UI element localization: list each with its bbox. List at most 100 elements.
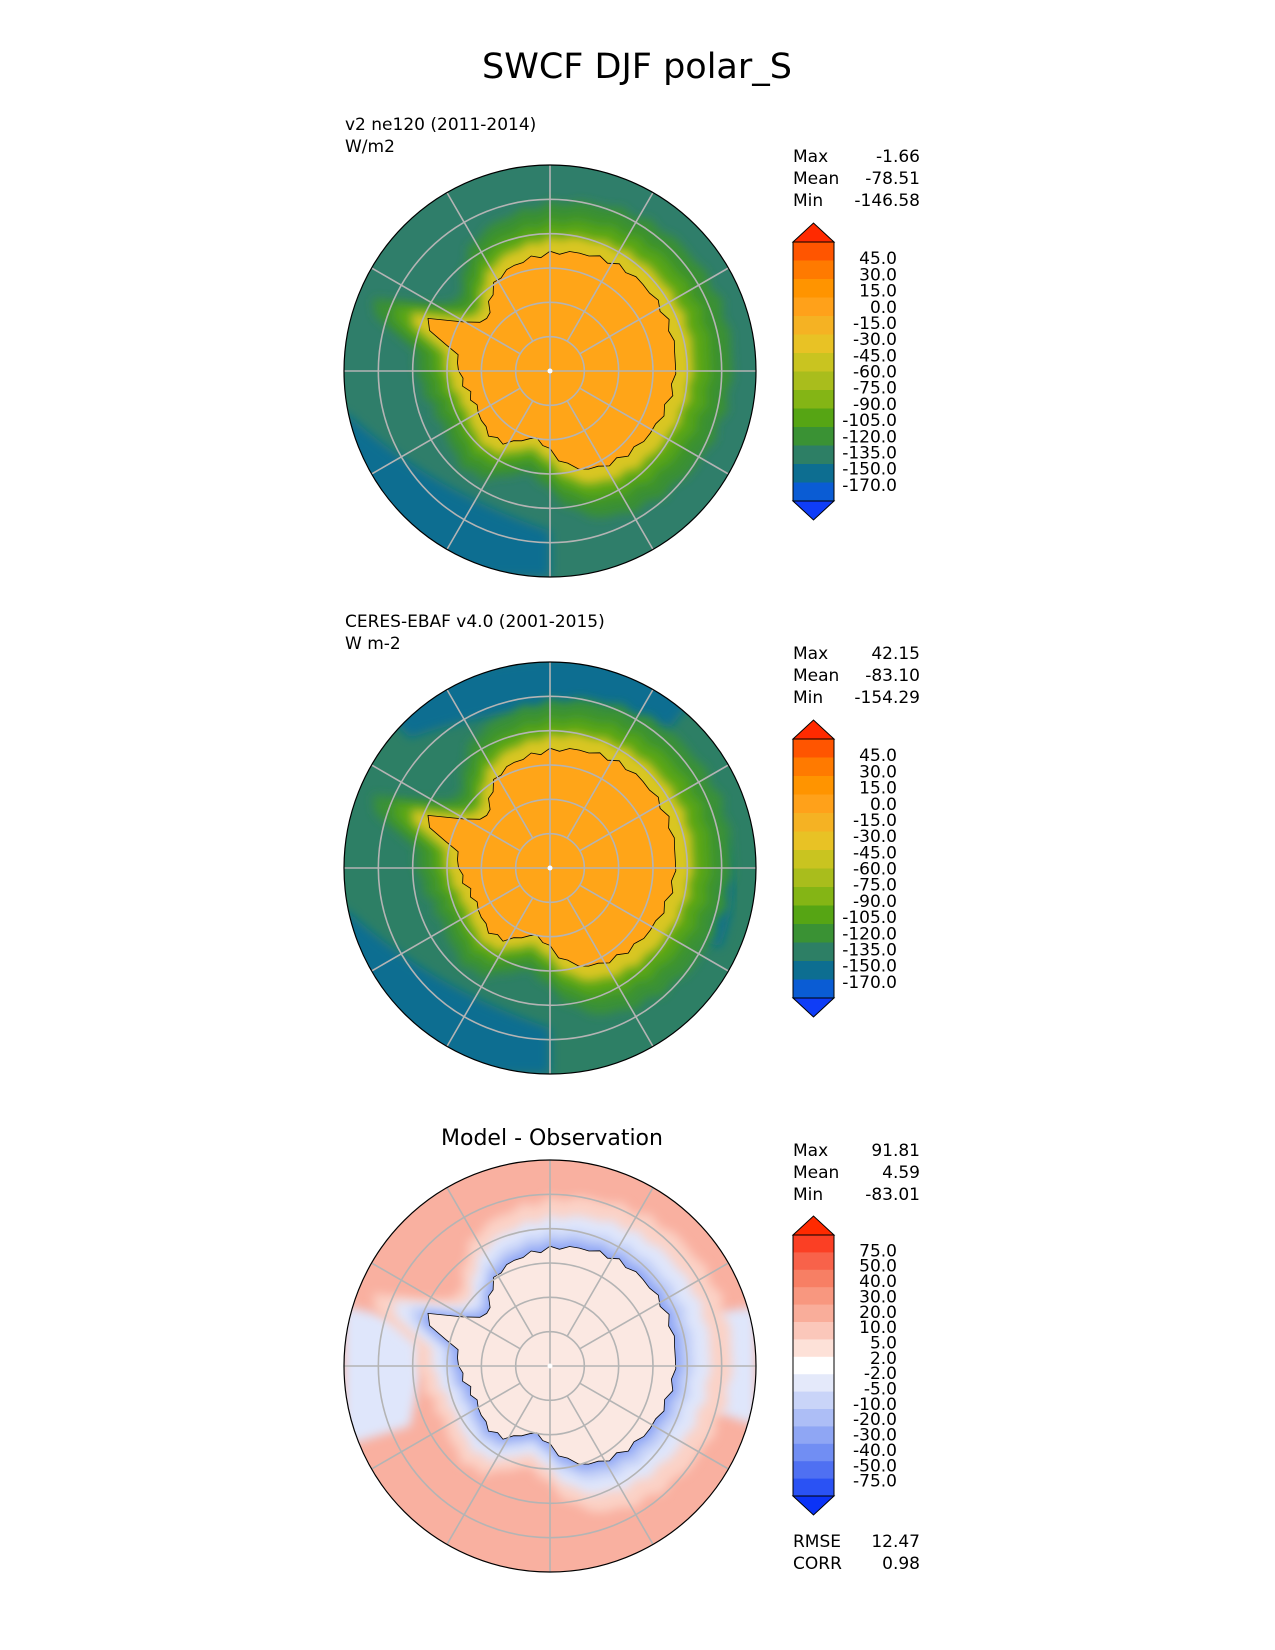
coastline <box>427 250 677 470</box>
colorbar-extend-top <box>791 1215 836 1236</box>
colorbar-extend-top <box>791 719 836 740</box>
map-field <box>344 165 756 577</box>
colorbar-tick-label: -15.0 <box>853 314 897 334</box>
stat-value: 91.81 <box>871 1141 920 1161</box>
colorbar-tick-label: 30.0 <box>859 762 897 782</box>
colorbar-frame <box>792 738 835 999</box>
meridian-line <box>579 1262 729 1350</box>
figure-title: SWCF DJF polar_S <box>482 47 792 87</box>
colorbar-frame <box>792 241 835 502</box>
diff-panel-title: Model - Observation <box>441 1126 663 1151</box>
colorbar-tick-label: -170.0 <box>842 973 897 993</box>
colorbar-tick-label: -60.0 <box>853 363 897 383</box>
stats-block: Max 91.81 Mean 4.59 Min -83.01 <box>793 1141 920 1205</box>
colorbar-swatch <box>793 1426 834 1445</box>
colorbar-swatch <box>793 1409 834 1427</box>
colorbar-swatch <box>793 831 834 851</box>
colorbar-tick-label: 20.0 <box>859 1303 897 1323</box>
colorbar-swatch <box>793 408 834 428</box>
colorbar-tick-label: -20.0 <box>853 1410 897 1430</box>
colorbar-tick-label: 15.0 <box>859 282 897 302</box>
colorbar: 75.050.040.030.020.010.05.02.0-2.0-5.0-1… <box>791 1215 897 1516</box>
colorbar-tick-label: -10.0 <box>853 1395 897 1415</box>
colorbar-tick-label: -120.0 <box>842 427 897 447</box>
colorbar-swatch <box>793 1252 834 1271</box>
antarctica-field <box>428 1246 676 1465</box>
colorbar-swatch <box>793 464 834 483</box>
colorbar-swatch <box>793 1269 834 1288</box>
colorbar-swatch <box>793 260 834 280</box>
meridian-line <box>579 764 729 852</box>
meridian-line <box>566 1395 654 1545</box>
coastline <box>427 1245 677 1465</box>
pole-marker <box>547 865 553 871</box>
meridian-line <box>566 400 654 550</box>
stat-name: Mean <box>793 666 839 686</box>
stat-value: -83.10 <box>865 666 920 686</box>
meridian-line <box>566 897 654 1047</box>
colorbar-swatch <box>793 371 834 391</box>
stat-value: -83.01 <box>865 1185 920 1205</box>
colorbar-frame <box>792 1234 835 1497</box>
colorbar-tick-label: -135.0 <box>842 443 897 463</box>
polar-map <box>343 1159 757 1573</box>
colorbar-swatch <box>793 1235 834 1253</box>
meridian-line <box>371 1382 521 1470</box>
stat-value: 42.15 <box>871 644 920 664</box>
colorbar-swatch <box>793 1443 834 1462</box>
meridian-line <box>566 1187 654 1337</box>
meridian-line <box>446 689 534 839</box>
metric-name: RMSE <box>793 1532 841 1552</box>
polar-map <box>343 661 757 1075</box>
panel-label-line1: v2 ne120 (2011-2014) <box>345 115 536 135</box>
colorbar-tick-label: -75.0 <box>853 876 897 896</box>
stats-block: Max -1.66 Mean -78.51 Min -146.58 <box>793 147 920 211</box>
colorbar-swatch <box>793 868 834 888</box>
stat-value: -78.51 <box>865 169 920 189</box>
colorbar-swatch <box>793 905 834 925</box>
blue-anomaly-region <box>344 1306 430 1446</box>
stat-value: -146.58 <box>854 191 920 211</box>
colorbar-swatch <box>793 445 834 465</box>
colorbar-tick-label: 0.0 <box>870 298 897 318</box>
colorbar-swatch <box>793 1339 834 1358</box>
colorbar-tick-label: 5.0 <box>870 1333 897 1353</box>
stat-value: 4.59 <box>882 1163 920 1183</box>
panel-test: v2 ne120 (2011-2014) W/m2 Max -1.66 Mean -7… <box>343 115 920 578</box>
colorbar-tick-label: -105.0 <box>842 411 897 431</box>
colorbar-swatch <box>793 961 834 980</box>
map-boundary <box>343 164 757 578</box>
colorbar-extend-bottom <box>791 500 836 521</box>
stat-name: Max <box>793 147 828 167</box>
colorbar-tick-label: -30.0 <box>853 1426 897 1446</box>
meridian-line <box>371 764 521 852</box>
colorbar-swatch <box>793 1374 834 1393</box>
colorbar-swatch <box>793 316 834 335</box>
colorbar-tick-label: 0.0 <box>870 795 897 815</box>
colorbar-tick-label: 30.0 <box>859 265 897 285</box>
stat-name: Max <box>793 644 828 664</box>
meridian-line <box>446 1395 534 1545</box>
colorbar-swatch <box>793 942 834 962</box>
stat-name: Min <box>793 1185 823 1205</box>
colorbar-tick-label: -30.0 <box>853 827 897 847</box>
colorbar: 45.030.015.00.0-15.0-30.0-45.0-60.0-75.0… <box>791 719 897 1018</box>
colorbar-tick-label: -45.0 <box>853 843 897 863</box>
colorbar-extend-bottom <box>791 1495 836 1516</box>
colorbar-swatch <box>793 242 834 261</box>
colorbar-tick-label: -120.0 <box>842 924 897 944</box>
antarctica-field <box>428 251 676 470</box>
meridian-line <box>579 267 729 355</box>
colorbar-swatch <box>793 1356 834 1375</box>
map-boundary <box>343 1159 757 1573</box>
colorbar-swatch <box>793 1461 834 1480</box>
colorbar-tick-label: 45.0 <box>859 249 897 269</box>
colorbar-tick-label: 50.0 <box>859 1257 897 1277</box>
colorbar-extend-top <box>791 222 836 243</box>
colorbar-swatch <box>793 1304 834 1323</box>
colorbar-tick-label: -45.0 <box>853 346 897 366</box>
colorbar-swatch <box>793 297 834 317</box>
meridian-line <box>446 400 534 550</box>
colorbar-swatch <box>793 353 834 372</box>
colorbar-tick-label: -90.0 <box>853 892 897 912</box>
